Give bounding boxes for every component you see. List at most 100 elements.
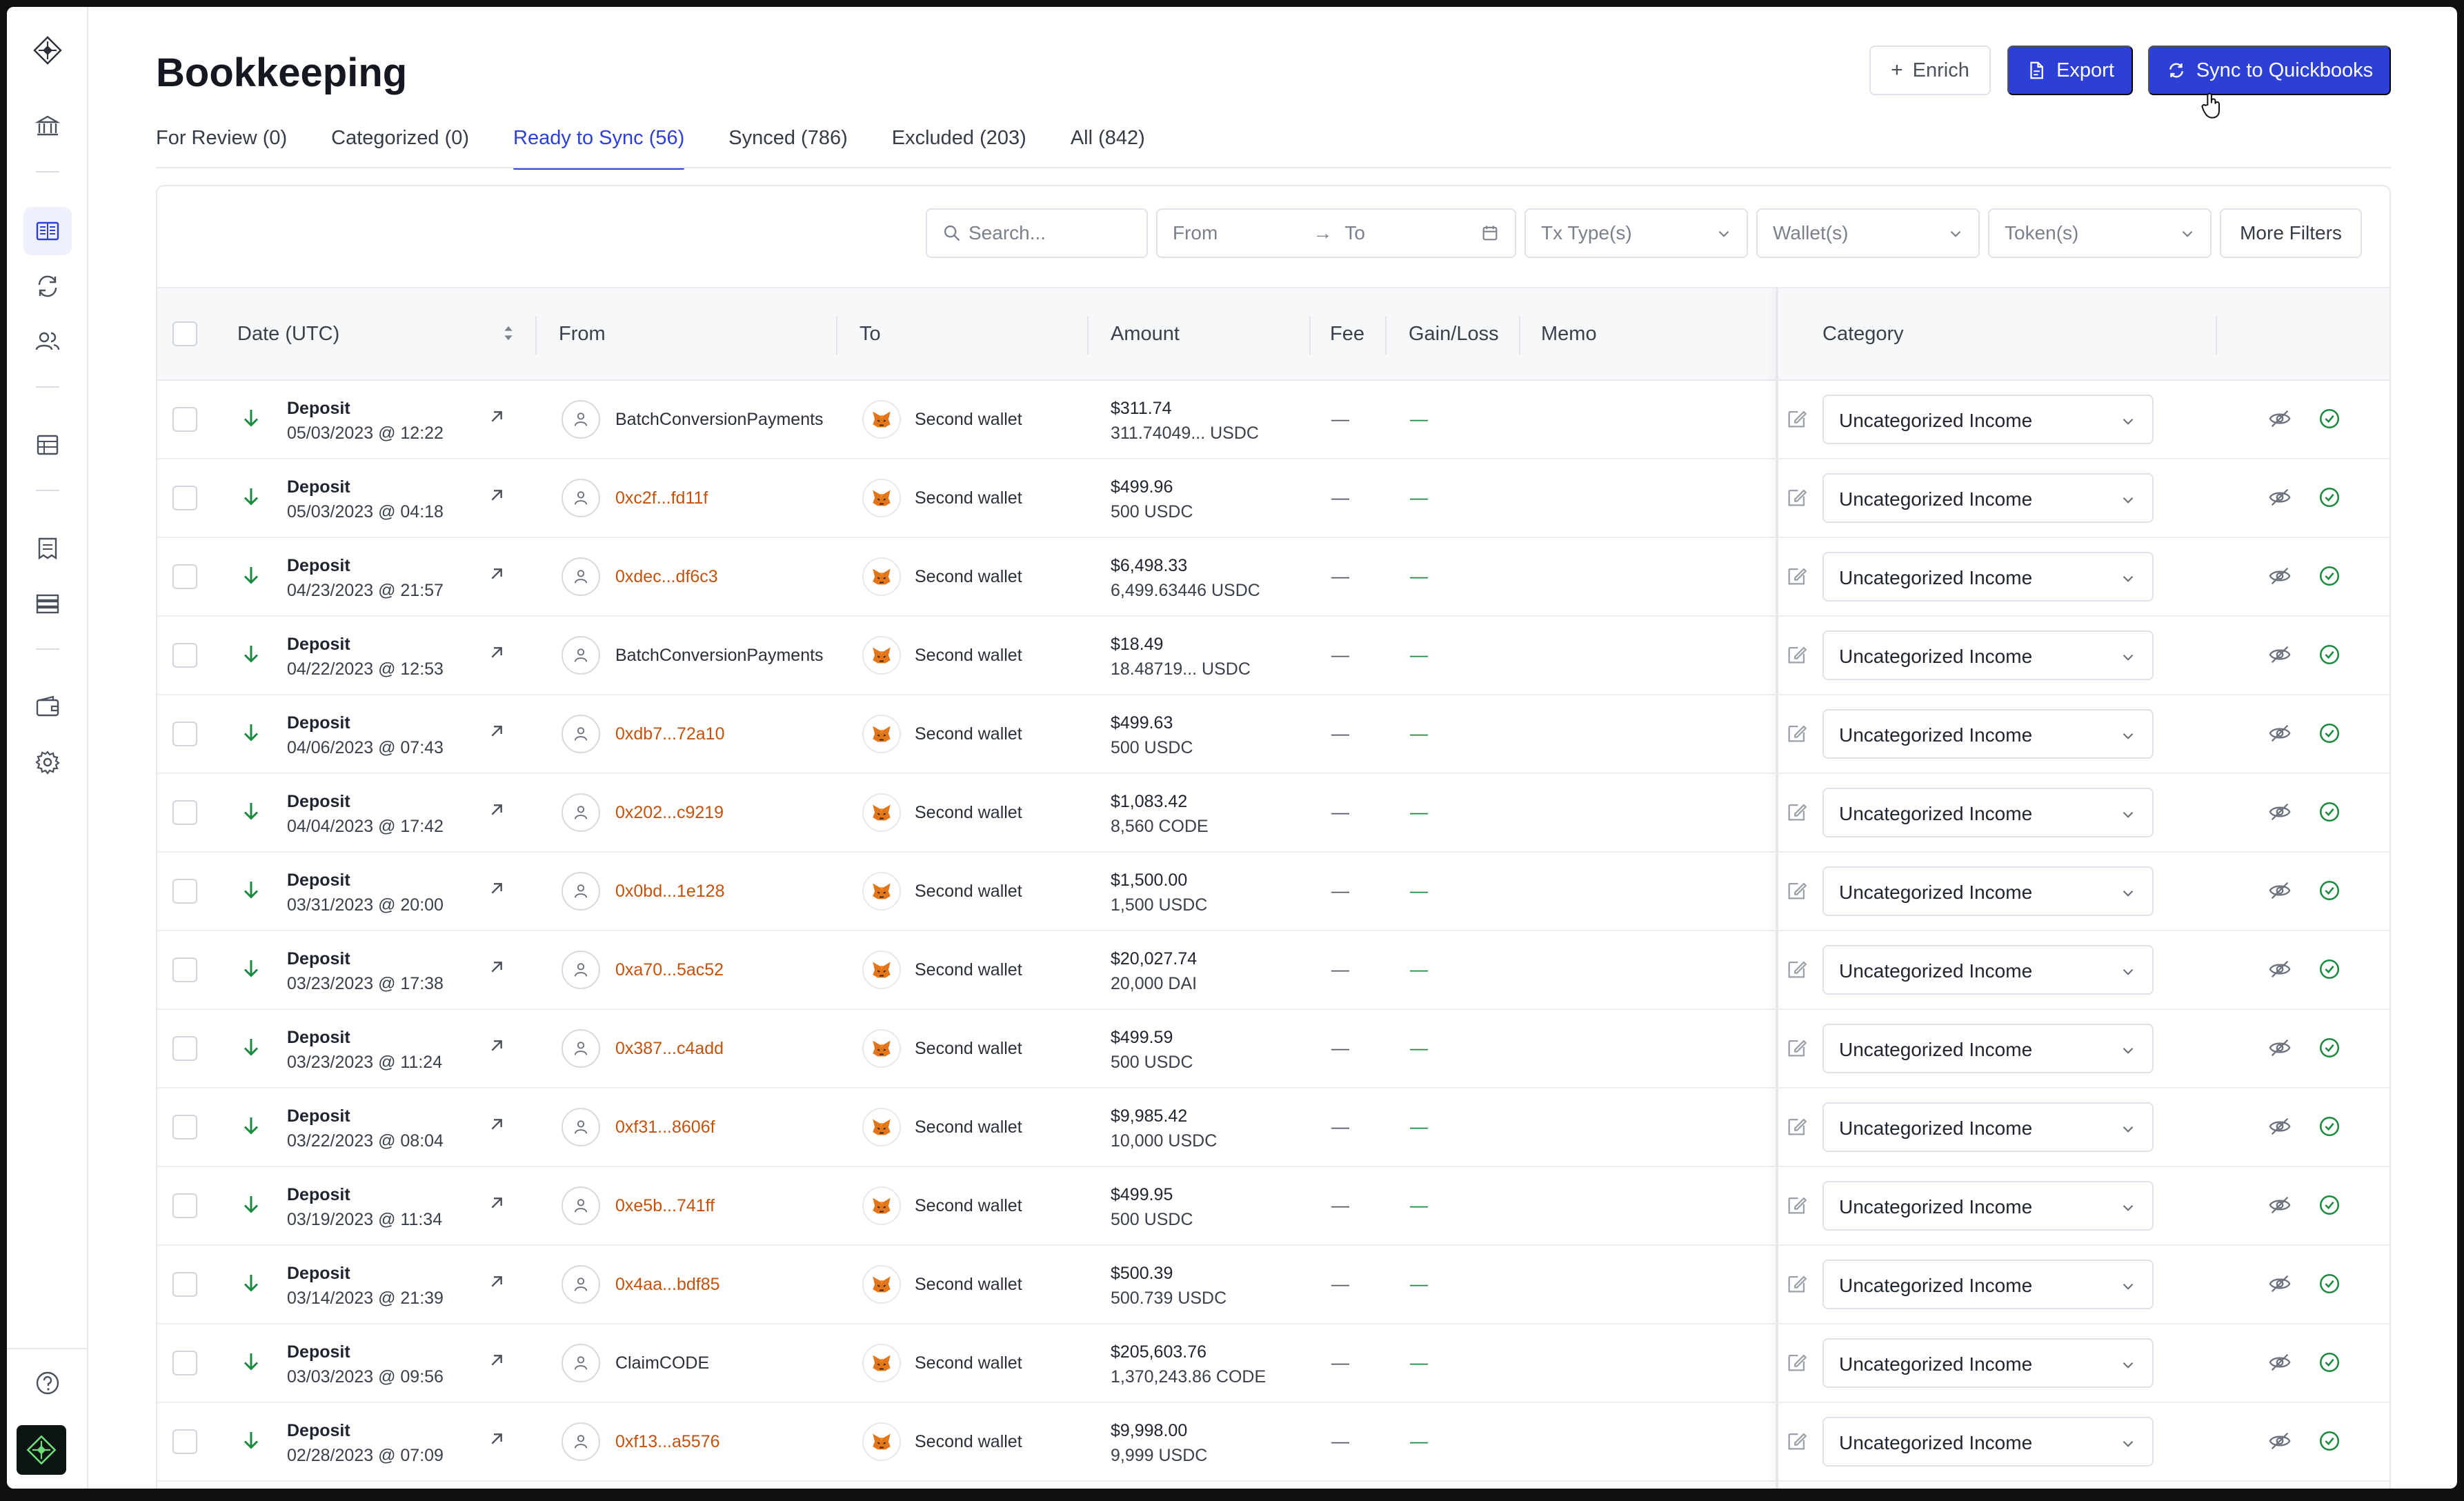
from-party[interactable]: BatchConversionPayments: [615, 646, 824, 665]
external-link-icon[interactable]: [486, 1192, 508, 1214]
row-checkbox[interactable]: [172, 643, 197, 668]
from-party[interactable]: 0xf13...a5576: [615, 1432, 720, 1451]
category-select[interactable]: Uncategorized Income: [1822, 552, 2154, 602]
invoice-icon[interactable]: [23, 524, 72, 573]
table-row[interactable]: Deposit 04/23/2023 @ 21:57 0xdec...df6c3…: [157, 538, 2390, 617]
select-all-checkbox[interactable]: [172, 321, 197, 346]
row-checkbox[interactable]: [172, 1272, 197, 1297]
category-select[interactable]: Uncategorized Income: [1822, 788, 2154, 837]
eye-off-icon[interactable]: [2268, 1193, 2292, 1217]
to-wallet[interactable]: Second wallet: [915, 488, 1022, 508]
external-link-icon[interactable]: [486, 642, 508, 664]
to-wallet[interactable]: Second wallet: [915, 1117, 1022, 1137]
eye-off-icon[interactable]: [2268, 1036, 2292, 1060]
category-select[interactable]: Uncategorized Income: [1822, 630, 2154, 680]
export-button[interactable]: Export: [2007, 46, 2133, 95]
tab-ready-to-sync[interactable]: Ready to Sync (56): [513, 124, 685, 170]
tab-for-review[interactable]: For Review (0): [156, 127, 288, 149]
category-select[interactable]: Uncategorized Income: [1822, 1181, 2154, 1231]
row-checkbox[interactable]: [172, 1115, 197, 1140]
from-party[interactable]: 0x387...c4add: [615, 1039, 724, 1058]
from-party[interactable]: 0xc2f...fd11f: [615, 488, 708, 508]
category-select[interactable]: Uncategorized Income: [1822, 1102, 2154, 1152]
external-link-icon[interactable]: [486, 1349, 508, 1371]
check-circle-icon[interactable]: [2318, 1115, 2341, 1138]
eye-off-icon[interactable]: [2268, 1429, 2292, 1453]
from-party[interactable]: ClaimCODE: [615, 1353, 710, 1373]
row-checkbox[interactable]: [172, 879, 197, 904]
gear-icon[interactable]: [23, 738, 72, 786]
to-wallet[interactable]: Second wallet: [915, 1196, 1022, 1215]
external-link-icon[interactable]: [486, 1428, 508, 1450]
external-link-icon[interactable]: [486, 484, 508, 506]
check-circle-icon[interactable]: [2318, 643, 2341, 666]
check-circle-icon[interactable]: [2318, 722, 2341, 745]
eye-off-icon[interactable]: [2268, 800, 2292, 824]
eye-off-icon[interactable]: [2268, 407, 2292, 430]
row-checkbox[interactable]: [172, 957, 197, 982]
row-checkbox[interactable]: [172, 1429, 197, 1454]
from-party[interactable]: 0x4aa...bdf85: [615, 1275, 720, 1294]
edit-icon[interactable]: [1785, 486, 1809, 509]
from-party[interactable]: 0xa70...5ac52: [615, 960, 724, 980]
category-select[interactable]: Uncategorized Income: [1822, 395, 2154, 444]
check-circle-icon[interactable]: [2318, 486, 2341, 509]
server-icon[interactable]: [23, 579, 72, 628]
tab-synced[interactable]: Synced (786): [728, 127, 848, 149]
table-row[interactable]: Deposit 03/22/2023 @ 08:04 0xf31...8606f…: [157, 1089, 2390, 1167]
bank-icon[interactable]: [23, 102, 72, 150]
category-select[interactable]: Uncategorized Income: [1822, 473, 2154, 523]
check-circle-icon[interactable]: [2318, 800, 2341, 824]
to-wallet[interactable]: Second wallet: [915, 1275, 1022, 1294]
tab-categorized[interactable]: Categorized (0): [331, 127, 470, 149]
category-select[interactable]: Uncategorized Income: [1822, 709, 2154, 759]
to-wallet[interactable]: Second wallet: [915, 1432, 1022, 1451]
to-wallet[interactable]: Second wallet: [915, 646, 1022, 665]
table-row[interactable]: Deposit 03/23/2023 @ 17:38 0xa70...5ac52…: [157, 931, 2390, 1010]
category-select[interactable]: Uncategorized Income: [1822, 1338, 2154, 1388]
from-party[interactable]: 0xf31...8606f: [615, 1117, 715, 1137]
check-circle-icon[interactable]: [2318, 1351, 2341, 1374]
table-row[interactable]: Deposit 03/03/2023 @ 09:56 ClaimCODE Sec…: [157, 1324, 2390, 1403]
to-wallet[interactable]: Second wallet: [915, 882, 1022, 901]
edit-icon[interactable]: [1785, 643, 1809, 666]
table-row[interactable]: Deposit 03/19/2023 @ 11:34 0xe5b...741ff…: [157, 1167, 2390, 1246]
external-link-icon[interactable]: [486, 1113, 508, 1135]
wallet-icon[interactable]: [23, 683, 72, 731]
external-link-icon[interactable]: [486, 406, 508, 428]
check-circle-icon[interactable]: [2318, 1429, 2341, 1453]
edit-icon[interactable]: [1785, 1429, 1809, 1453]
table-row[interactable]: Deposit 03/23/2023 @ 11:24 0x387...c4add…: [157, 1010, 2390, 1089]
edit-icon[interactable]: [1785, 1115, 1809, 1138]
header-date[interactable]: Date (UTC): [237, 323, 340, 345]
external-link-icon[interactable]: [486, 956, 508, 978]
table-row[interactable]: Deposit 02/28/2023 @ 07:09 0xf13...a5576…: [157, 1403, 2390, 1482]
table-row[interactable]: Deposit 03/31/2023 @ 20:00 0x0bd...1e128…: [157, 853, 2390, 931]
tab-excluded[interactable]: Excluded (203): [891, 127, 1026, 149]
from-party[interactable]: 0xdec...df6c3: [615, 567, 718, 586]
from-party[interactable]: 0xdb7...72a10: [615, 724, 725, 744]
users-icon[interactable]: [23, 317, 72, 366]
workspace-avatar[interactable]: [17, 1425, 66, 1475]
edit-icon[interactable]: [1785, 879, 1809, 902]
more-filters-button[interactable]: More Filters: [2220, 208, 2362, 258]
to-wallet[interactable]: Second wallet: [915, 724, 1022, 744]
date-range-picker[interactable]: From → To: [1156, 208, 1516, 258]
external-link-icon[interactable]: [486, 1271, 508, 1293]
eye-off-icon[interactable]: [2268, 643, 2292, 666]
to-wallet[interactable]: Second wallet: [915, 1039, 1022, 1058]
reconcile-icon[interactable]: [23, 262, 72, 310]
table-row[interactable]: Deposit 03/14/2023 @ 21:39 0x4aa...bdf85…: [157, 1246, 2390, 1324]
eye-off-icon[interactable]: [2268, 564, 2292, 588]
row-checkbox[interactable]: [172, 1351, 197, 1375]
row-checkbox[interactable]: [172, 722, 197, 746]
category-select[interactable]: Uncategorized Income: [1822, 1260, 2154, 1309]
to-wallet[interactable]: Second wallet: [915, 1353, 1022, 1373]
edit-icon[interactable]: [1785, 1272, 1809, 1295]
table-row[interactable]: Deposit 04/04/2023 @ 17:42 0x202...c9219…: [157, 774, 2390, 853]
eye-off-icon[interactable]: [2268, 1115, 2292, 1138]
edit-icon[interactable]: [1785, 564, 1809, 588]
row-checkbox[interactable]: [172, 486, 197, 510]
wallet-filter[interactable]: Wallet(s): [1756, 208, 1980, 258]
table-row[interactable]: Deposit 04/22/2023 @ 12:53 BatchConversi…: [157, 617, 2390, 695]
